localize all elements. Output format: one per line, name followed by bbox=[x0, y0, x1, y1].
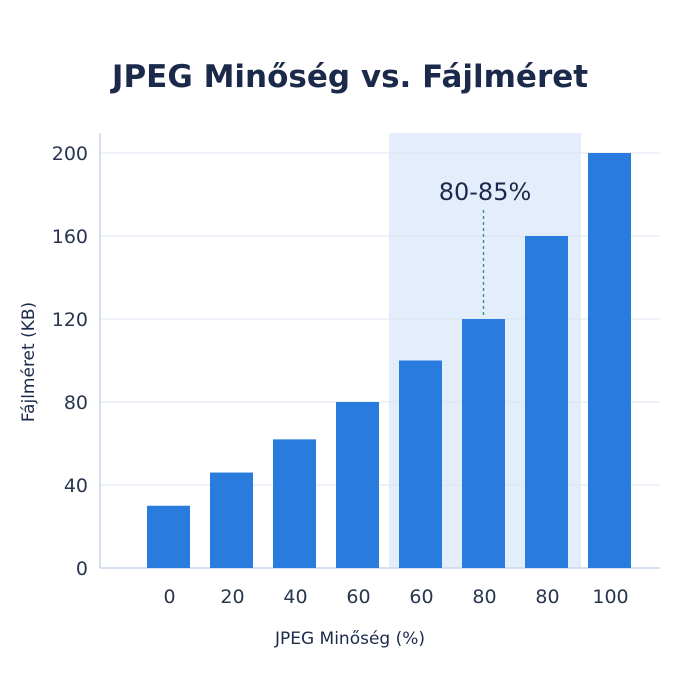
y-tick-label: 200 bbox=[52, 143, 88, 165]
x-tick-label: 40 bbox=[283, 586, 307, 608]
annotation-layer: 80-85% bbox=[439, 178, 532, 315]
x-tick-label: 60 bbox=[409, 586, 433, 608]
y-axis-ticks: 0 40 80 120 160 200 bbox=[52, 143, 88, 580]
bar bbox=[588, 153, 631, 568]
bar bbox=[336, 402, 379, 568]
x-tick-label: 80 bbox=[472, 586, 496, 608]
x-tick-label: 60 bbox=[346, 586, 370, 608]
y-axis-label: Fájlméret (KB) bbox=[19, 302, 39, 422]
bar bbox=[462, 319, 505, 568]
bar bbox=[525, 236, 568, 568]
bar bbox=[210, 472, 253, 568]
chart-title: JPEG Minőség vs. Fájlméret bbox=[110, 59, 588, 95]
y-tick-label: 120 bbox=[52, 309, 88, 331]
y-tick-label: 80 bbox=[64, 392, 88, 414]
y-tick-label: 40 bbox=[64, 475, 88, 497]
x-axis-ticks: 0 20 40 60 60 80 80 100 bbox=[163, 586, 628, 608]
x-tick-label: 0 bbox=[163, 586, 175, 608]
annotation-label: 80-85% bbox=[439, 178, 532, 206]
bar bbox=[273, 439, 316, 568]
x-axis-label: JPEG Minőség (%) bbox=[274, 629, 425, 649]
x-tick-label: 20 bbox=[220, 586, 244, 608]
x-tick-label: 100 bbox=[592, 586, 628, 608]
y-tick-label: 0 bbox=[76, 558, 88, 580]
bars bbox=[147, 153, 631, 568]
y-tick-label: 160 bbox=[52, 226, 88, 248]
bar bbox=[399, 360, 442, 568]
x-tick-label: 80 bbox=[535, 586, 559, 608]
bar bbox=[147, 505, 190, 568]
